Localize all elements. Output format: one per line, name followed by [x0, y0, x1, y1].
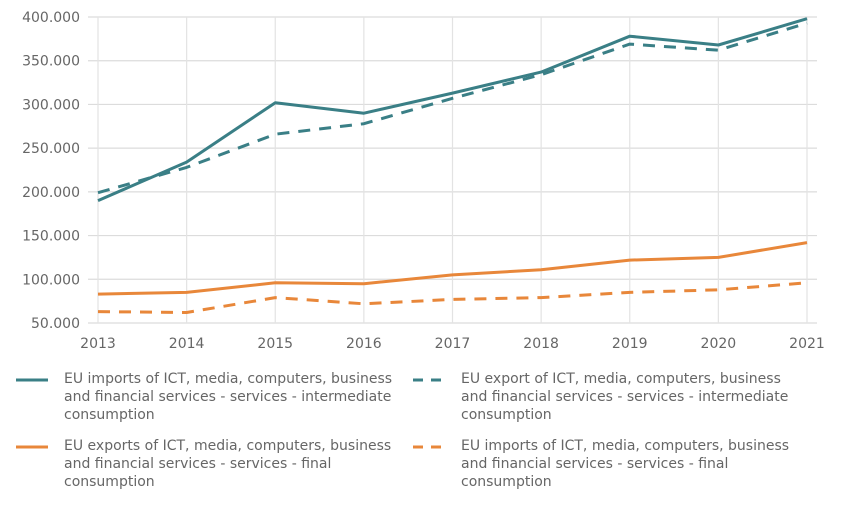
x-tick-label: 2016	[346, 336, 382, 352]
legend-label: EU imports of ICT, media, computers, bus…	[64, 371, 393, 423]
legend-swatch-dashed-teal	[413, 378, 445, 382]
legend-item-imports-final: EU imports of ICT, media, computers, bus…	[411, 437, 811, 491]
y-tick-label: 100.000	[22, 272, 80, 288]
line-chart: 50.000 100.000 150.000 200.000 250.000 300.00…	[22, 10, 825, 352]
legend-swatch-solid-orange	[16, 445, 48, 449]
y-axis-ticks: 50.000 100.000 150.000 200.000 250.000 300.00…	[22, 10, 80, 332]
grid	[88, 16, 817, 324]
legend-swatch-solid-teal	[16, 378, 48, 382]
y-tick-label: 50.000	[31, 316, 80, 332]
y-tick-label: 250.000	[22, 141, 80, 157]
x-tick-label: 2018	[523, 336, 559, 352]
legend-item-imports-intermediate: EU imports of ICT, media, computers, bus…	[14, 370, 404, 424]
legend-item-export-intermediate: EU export of ICT, media, computers, busi…	[411, 370, 811, 424]
legend-label: EU imports of ICT, media, computers, bus…	[461, 438, 790, 490]
x-tick-label: 2020	[701, 336, 737, 352]
x-tick-label: 2019	[612, 336, 648, 352]
x-tick-label: 2015	[257, 336, 293, 352]
legend-label: EU exports of ICT, media, computers, bus…	[64, 438, 392, 490]
y-tick-label: 350.000	[22, 54, 80, 70]
legend-swatch-dashed-orange	[413, 445, 445, 449]
y-tick-label: 200.000	[22, 185, 80, 201]
x-tick-label: 2014	[169, 336, 205, 352]
x-tick-label: 2021	[789, 336, 825, 352]
series-lines	[97, 17, 808, 314]
x-axis-ticks: 2013 2014 2015 2016 2017 2018 2019 2020 2021	[80, 336, 825, 352]
x-tick-label: 2017	[435, 336, 471, 352]
x-tick-label: 2013	[80, 336, 116, 352]
legend-item-exports-final: EU exports of ICT, media, computers, bus…	[14, 437, 404, 491]
y-tick-label: 300.000	[22, 97, 80, 113]
y-tick-label: 150.000	[22, 229, 80, 245]
y-tick-label: 400.000	[22, 10, 80, 26]
series-line-4	[97, 281, 808, 314]
legend-label: EU export of ICT, media, computers, busi…	[461, 371, 789, 423]
